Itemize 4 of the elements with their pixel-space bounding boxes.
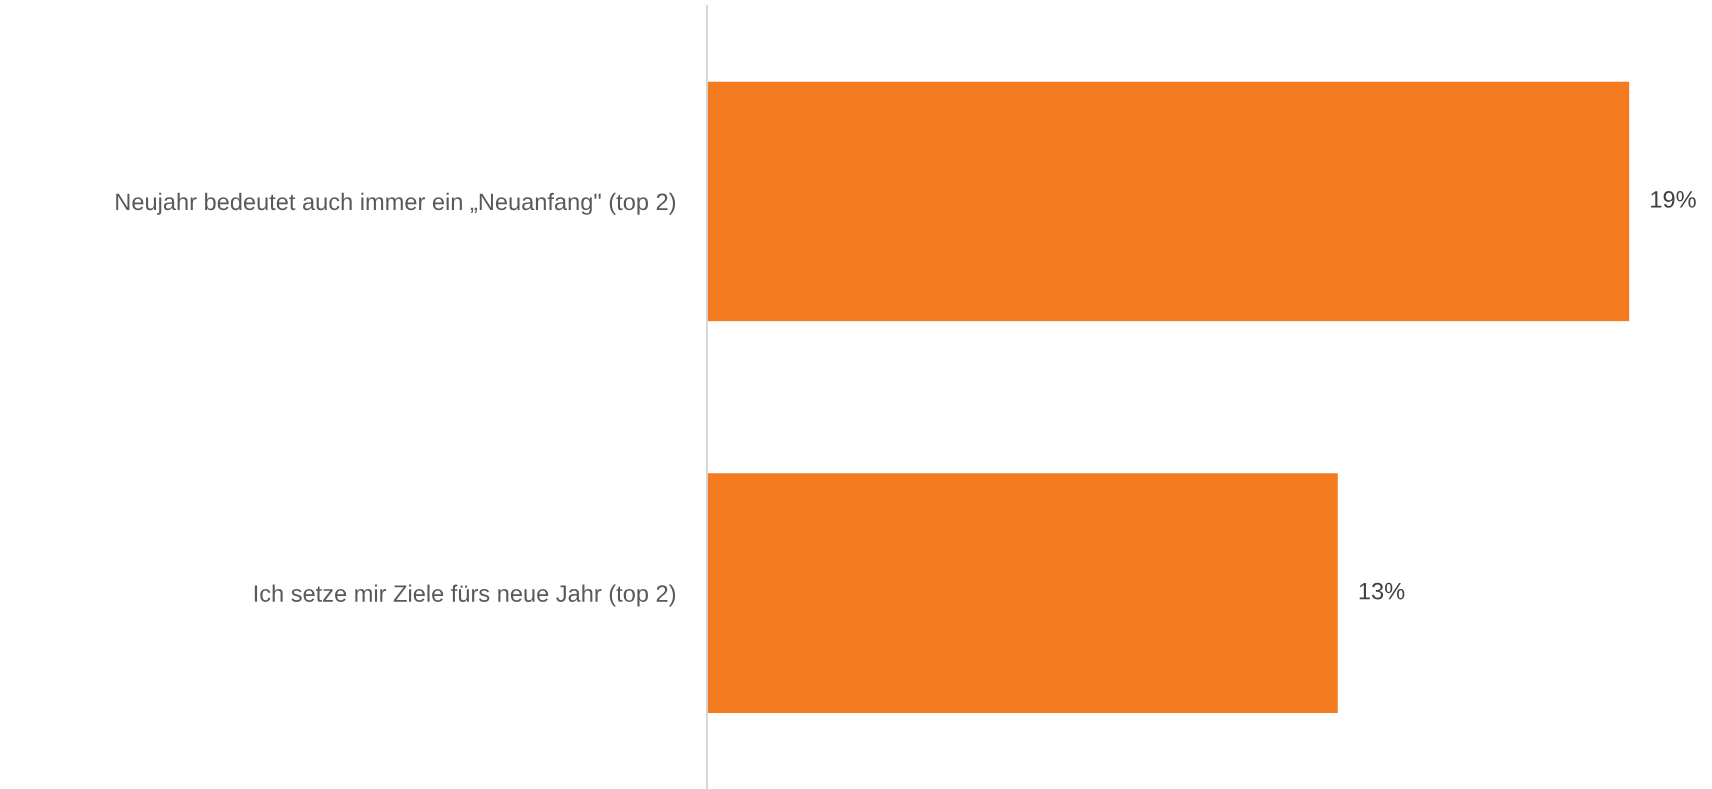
y-tick-label: Neujahr bedeutet auch immer ein „Neuanfang" (top 2) — [116, 192, 676, 215]
data-label: 13% — [1359, 582, 1405, 600]
y-tick-label: Ich setze mir Ziele fürs neue Jahr (top 2) — [254, 584, 676, 607]
data-label: 19% — [1651, 191, 1696, 208]
